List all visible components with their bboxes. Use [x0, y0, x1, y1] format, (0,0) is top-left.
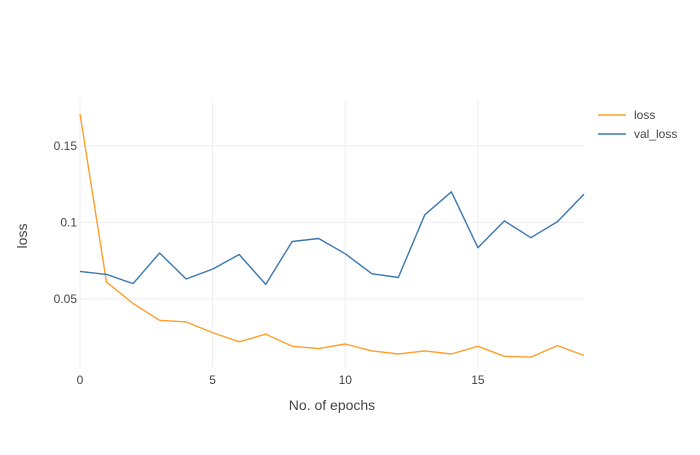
legend[interactable]: loss val_loss [598, 108, 677, 141]
x-tick-label: 5 [209, 373, 216, 387]
x-axis-ticks: 0 5 10 15 [77, 373, 485, 387]
y-tick-label: 0.1 [60, 215, 77, 229]
series-lines [79, 113, 585, 358]
series-line-loss [79, 113, 585, 358]
y-axis-title: loss [14, 224, 30, 249]
legend-label: val_loss [634, 127, 677, 141]
x-axis-title: No. of epochs [289, 397, 375, 413]
y-tick-label: 0.15 [54, 139, 78, 153]
y-tick-label: 0.05 [54, 292, 78, 306]
series-line-val-loss [79, 191, 585, 286]
legend-item-loss[interactable]: loss [598, 108, 655, 122]
x-tick-label: 0 [77, 373, 84, 387]
legend-item-val-loss[interactable]: val_loss [598, 127, 677, 141]
grid-lines [79, 100, 584, 367]
legend-label: loss [634, 108, 655, 122]
x-tick-label: 15 [471, 373, 485, 387]
x-tick-label: 10 [339, 373, 353, 387]
y-axis-ticks: 0.05 0.1 0.15 [54, 139, 78, 306]
